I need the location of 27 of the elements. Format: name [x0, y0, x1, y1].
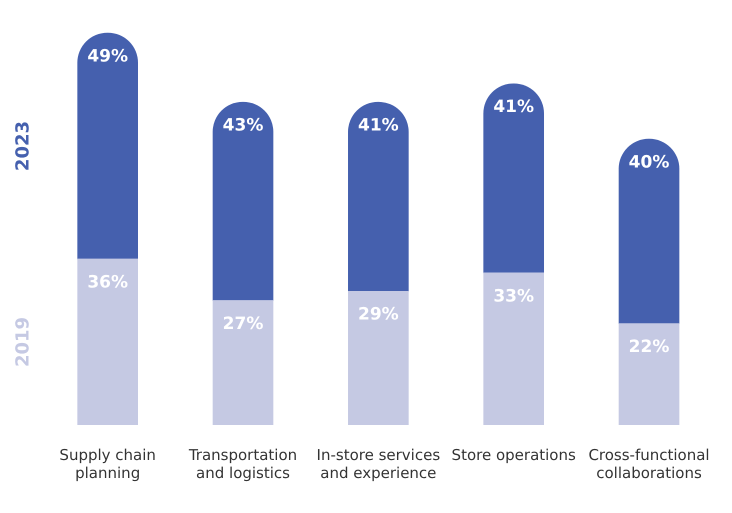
data-label: 41%	[358, 116, 399, 136]
data-label: 43%	[222, 116, 264, 136]
data-label: 29%	[358, 304, 399, 325]
bar	[77, 258, 138, 425]
x-tick-label: Cross-functional collaborations	[588, 446, 710, 482]
bar	[348, 290, 409, 425]
bar	[483, 83, 544, 274]
data-label: 41%	[493, 97, 534, 118]
text: 2023	[12, 120, 34, 172]
text: 2019	[12, 316, 34, 368]
data-label: 22%	[628, 336, 670, 357]
data-label: 33%	[493, 286, 534, 306]
bar	[77, 32, 138, 260]
data-label: 40%	[628, 152, 670, 173]
x-tick-label: In-store services and experience	[316, 446, 440, 482]
bar	[483, 272, 544, 425]
data-label: 36%	[87, 272, 128, 292]
bar	[212, 102, 274, 301]
x-tick-label: Supply chain planning	[59, 446, 156, 482]
x-tick-label: Store operations	[452, 446, 576, 464]
bar	[348, 102, 409, 292]
x-tick-label: Transportation and logistics	[188, 446, 298, 482]
data-label: 49%	[87, 46, 128, 66]
bar	[618, 323, 680, 425]
bar	[618, 138, 680, 324]
data-label: 27%	[222, 314, 264, 334]
bar	[212, 300, 274, 425]
